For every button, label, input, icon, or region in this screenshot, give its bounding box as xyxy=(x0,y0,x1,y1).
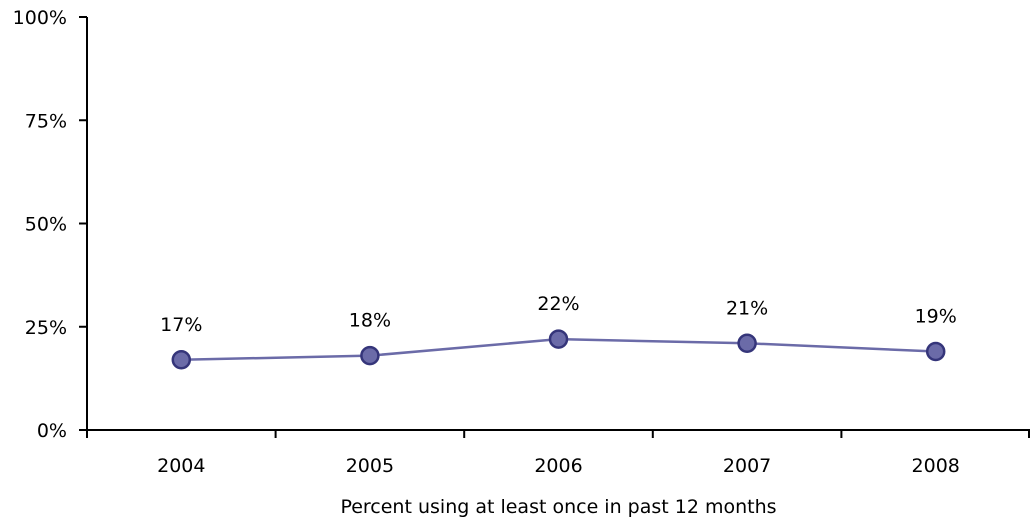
y-tick-label: 50% xyxy=(25,214,67,236)
series xyxy=(171,329,946,370)
x-tick-label: 2007 xyxy=(723,455,771,477)
y-tick-label: 0% xyxy=(37,420,67,442)
data-point xyxy=(171,350,192,370)
data-point xyxy=(925,341,946,362)
data-point xyxy=(737,333,757,354)
y-tick-label: 100% xyxy=(13,7,67,29)
x-tick-label: 2005 xyxy=(346,455,394,477)
x-axis-title: Percent using at least once in past 12 m… xyxy=(340,496,776,518)
data-label: 21% xyxy=(726,297,768,319)
data-label: 17% xyxy=(160,314,202,336)
data-label: 22% xyxy=(537,293,579,315)
data-point xyxy=(360,345,380,366)
data-point xyxy=(548,329,569,349)
x-axis: 2004 2005 2006 2007 2008 xyxy=(86,429,1030,477)
y-tick-label: 75% xyxy=(25,110,67,132)
x-tick-label: 2006 xyxy=(534,455,582,477)
data-label: 18% xyxy=(349,310,391,332)
x-tick-label: 2004 xyxy=(157,455,205,477)
y-axis: 0% 25% 50% 75% 100% xyxy=(13,7,88,442)
data-label: 19% xyxy=(915,306,957,328)
x-tick-label: 2008 xyxy=(912,455,960,477)
y-tick-label: 25% xyxy=(25,317,67,339)
data-labels: 17% 18% 22% 21% 19% xyxy=(160,293,957,336)
